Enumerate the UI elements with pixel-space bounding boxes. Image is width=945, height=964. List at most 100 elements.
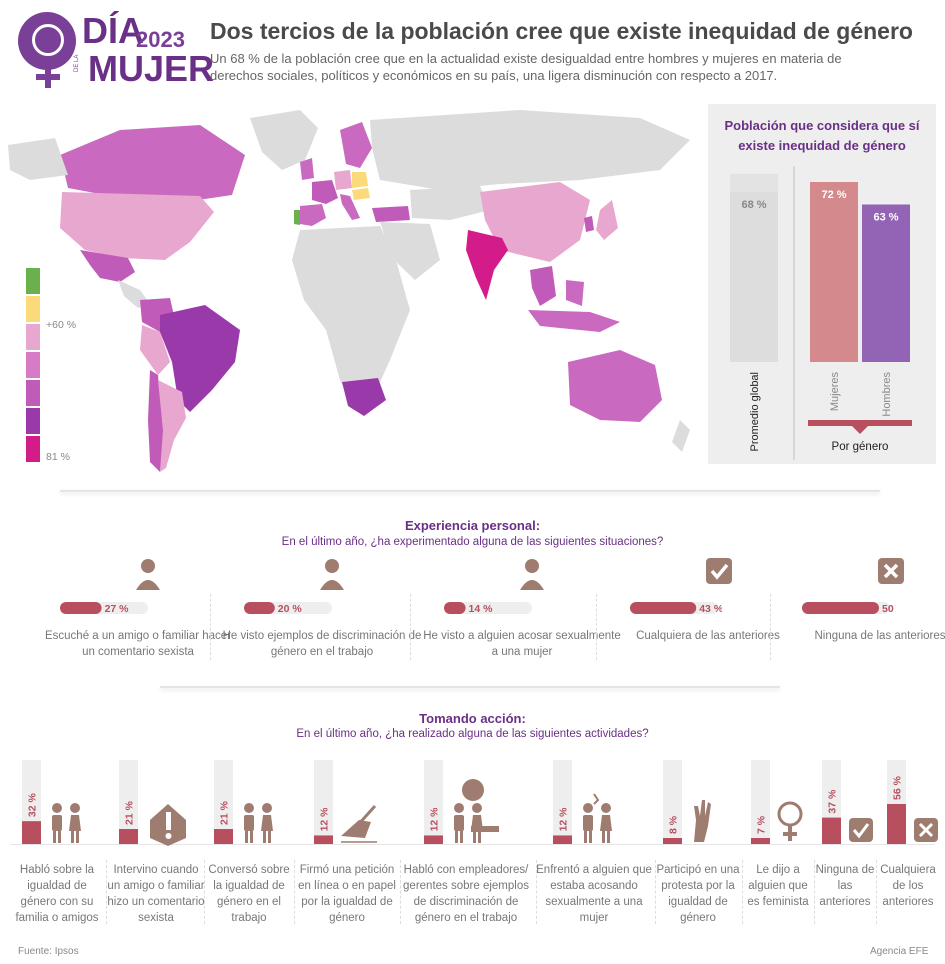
experience-bar-fill: [60, 602, 102, 614]
action-label: Conversó sobre la igualdad de género en …: [208, 864, 290, 924]
experience-bar-value: 27 %: [105, 603, 130, 615]
map-alaska: [8, 138, 68, 180]
action-separator: [294, 860, 295, 924]
agency-credit: Agencia EFE: [870, 946, 929, 957]
action-separator: [742, 860, 743, 924]
experience-bar-value: 50 %: [882, 603, 894, 615]
raised-fist-icon: [694, 800, 711, 842]
map-portugal: [294, 210, 300, 225]
experience-label: Escuché a un amigo o familiar hacer un c…: [44, 630, 231, 658]
panel-bar-2: [862, 204, 910, 362]
action-bar-track: [663, 760, 682, 844]
experience-bar-fill: [244, 602, 275, 614]
experience-item: 27 % Escuché a un amigo o familiar hacer …: [38, 559, 238, 664]
map-turkey: [372, 206, 410, 222]
speaker-desk-icon: [454, 779, 499, 843]
action-bar-fill: [751, 838, 770, 844]
experience-bar-value: 43 %: [699, 603, 722, 615]
experience-bar: 20 %: [244, 602, 332, 615]
action-bar-track: [553, 760, 572, 844]
map-korea: [584, 216, 594, 232]
action-label: Habló sobre la igualdad de género con su…: [15, 864, 99, 924]
action-bar-fill: [424, 835, 443, 844]
page-title: Dos tercios de la población cree que exi…: [210, 18, 913, 44]
map-central-asia: [410, 186, 490, 220]
action-separator: [400, 860, 401, 924]
map-australia: [568, 350, 662, 422]
venus-crossbar: [36, 74, 60, 80]
legend-swatch-yellow: [26, 296, 40, 322]
action-bar-track: [314, 760, 333, 844]
action-separator: [814, 860, 815, 924]
panel-bar-1: [810, 182, 858, 362]
experience-separator: [596, 594, 597, 660]
action-bar-value: 12 %: [319, 807, 331, 832]
source-note: Fuente: Ipsos: [18, 946, 79, 957]
action-bar-fill: [314, 835, 333, 844]
action-bar-track: [119, 760, 138, 844]
action-section-title: Tomando acción:: [419, 711, 526, 726]
experience-item: 50 % Ninguna de las anteriores: [780, 558, 945, 664]
panel-bar-0: [730, 192, 778, 362]
experience-label: Ninguna de las anteriores: [814, 630, 945, 642]
action-bar-track: [751, 760, 770, 844]
action-bar-value: 7 %: [756, 815, 768, 834]
fist-icon: [32, 24, 64, 56]
map-greenland: [250, 110, 318, 170]
man-woman-icon: [52, 803, 81, 843]
map-germany: [334, 170, 352, 190]
conversation-icon: [244, 803, 273, 843]
action-bar-value: 56 %: [892, 775, 904, 800]
experience-bar-value: 14 %: [469, 603, 494, 615]
action-separator: [106, 860, 107, 924]
panel-bar-value-2: 63 %: [873, 212, 898, 224]
action-bar-value: 12 %: [429, 807, 441, 832]
legend-label-top: +60 %: [46, 319, 77, 331]
confrontation-icon: [583, 793, 612, 843]
action-separator: [876, 860, 877, 924]
warning-icon: [150, 804, 186, 846]
experience-bar-fill: [630, 602, 697, 614]
experience-bar: 14 %: [444, 602, 532, 615]
map-chile: [148, 370, 164, 472]
experience-bar: 43 %: [630, 602, 722, 615]
legend-swatch-purple: [26, 408, 40, 434]
experience-bar-fill: [444, 602, 466, 614]
experience-label: Cualquiera de las anteriores: [636, 630, 780, 642]
logo-mujer: MUJER: [88, 48, 215, 89]
panel-bar-value-0: 68 %: [741, 199, 766, 211]
action-label: Participó en una protesta por la igualda…: [656, 864, 740, 924]
action-bar-value: 21 %: [124, 800, 136, 825]
crouching-person-icon: [520, 559, 544, 590]
map-indonesia: [528, 310, 620, 332]
map-uk: [300, 158, 314, 180]
map-africa: [292, 226, 410, 410]
map-canada: [60, 125, 245, 200]
map-poland: [352, 172, 368, 188]
experience-item: 20 % He visto ejemplos de discriminación …: [222, 559, 422, 664]
map-middle-east: [380, 222, 440, 280]
action-separator: [536, 860, 537, 924]
action-label: Ninguna de las anteriores: [815, 864, 875, 908]
action-bar-value: 12 %: [558, 807, 570, 832]
cross-icon: [914, 818, 938, 842]
signing-hand-icon: [341, 804, 377, 843]
action-bar-track: [424, 760, 443, 844]
cross-icon: [878, 558, 904, 584]
map-india: [466, 230, 508, 300]
action-label: Intervino cuando un amigo o familiar hiz…: [107, 864, 205, 924]
experience-separator: [770, 594, 771, 660]
checkmark-icon: [849, 818, 873, 842]
group-label: Por género: [832, 441, 889, 453]
map-scandinavia: [340, 122, 372, 168]
map-italy: [340, 194, 360, 220]
world-map: [8, 110, 690, 472]
map-brazil: [160, 305, 240, 412]
action-bar-value: 8 %: [668, 815, 680, 834]
action-bar-fill: [822, 817, 841, 844]
action-section-subtitle: En el último año, ¿ha realizado alguna d…: [296, 728, 649, 740]
experience-bar: 50 %: [802, 602, 894, 615]
map-japan: [596, 200, 618, 240]
map-russia: [370, 110, 690, 190]
